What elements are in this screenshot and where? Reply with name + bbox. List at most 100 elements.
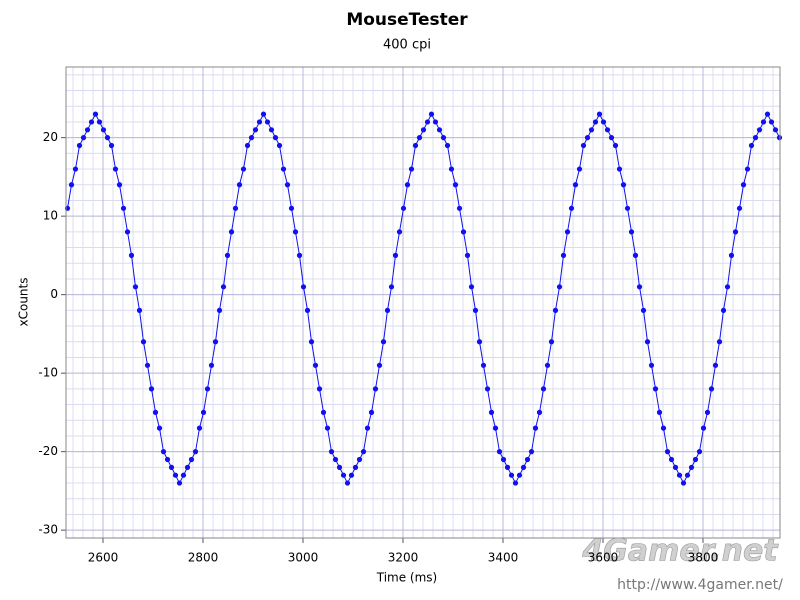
grid [61,67,780,543]
data-point [508,472,515,478]
data-point [552,307,559,313]
data-point [320,409,327,415]
data-point [208,362,215,368]
data-point [480,362,487,368]
data-point [176,480,183,486]
data-point [348,472,355,478]
data-point [476,339,483,345]
data-point [392,252,399,258]
x-tick-label: 3800 [688,551,719,565]
data-point [380,339,387,345]
data-point [112,166,119,172]
data-point [152,409,159,415]
y-tick-label: 0 [50,287,58,301]
data-point [296,252,303,258]
data-point [160,449,167,455]
data-point [92,111,99,117]
data-point [312,362,319,368]
data-point [764,111,771,117]
data-point [560,252,567,258]
data-point [680,480,687,486]
data-point [120,205,127,211]
data-point [276,142,283,149]
data-point [344,480,351,486]
data-point [356,456,363,463]
plot [64,111,783,486]
x-tick-label: 3200 [388,551,419,565]
data-point [224,252,231,258]
data-point [280,166,287,172]
data-point [148,386,155,392]
data-point [272,135,279,141]
data-point [632,252,639,258]
data-point [324,425,331,431]
data-point [388,284,395,290]
data-point [124,229,131,235]
data-point [288,205,295,211]
data-point [640,307,647,313]
x-tick-label: 2800 [188,551,219,565]
y-tick-label: -30 [38,523,58,537]
data-point [644,339,651,345]
data-point [244,142,251,149]
data-point [156,425,163,431]
data-point [248,135,255,141]
data-point [76,142,83,149]
data-point [88,119,95,125]
data-point [460,229,467,235]
data-point [760,119,767,125]
data-point [168,464,175,470]
data-point [620,182,627,188]
data-point [728,252,735,258]
data-point [140,339,147,345]
data-point [400,205,407,211]
data-point [700,425,707,431]
data-point [416,135,423,141]
data-point [232,205,239,211]
data-point [576,166,583,172]
data-point [528,449,535,455]
data-point [592,119,599,125]
data-point [164,456,171,463]
chart-title: MouseTester [346,10,468,30]
data-point [196,425,203,431]
data-point [488,409,495,415]
data-point [520,464,527,470]
data-point [412,142,419,149]
data-point [424,119,431,125]
data-point [172,472,179,478]
data-point [636,284,643,290]
data-point [772,127,779,133]
data-point [736,205,743,211]
data-point [544,362,551,368]
data-point [720,307,727,313]
data-point [308,339,315,345]
data-point [584,135,591,141]
chart-subtitle: 400 cpi [383,38,431,53]
data-point [456,205,463,211]
data-point [732,229,739,235]
data-point [372,386,379,392]
data-point [692,456,699,463]
data-point [600,119,607,125]
data-point [708,386,715,392]
data-point [768,119,775,125]
data-point [256,119,263,125]
data-point [556,284,563,290]
data-point [420,127,427,133]
watermark-url: http://www.4gamer.net/ [617,577,783,593]
data-point [696,449,703,455]
data-point [580,142,587,149]
data-point [72,166,79,172]
x-tick-label: 2600 [88,551,119,565]
data-point [132,284,139,290]
data-point [80,135,87,141]
data-point [500,456,507,463]
data-point [664,449,671,455]
data-point [260,111,267,117]
data-point [536,409,543,415]
data-point [376,362,383,368]
data-point [540,386,547,392]
data-point [84,127,91,133]
